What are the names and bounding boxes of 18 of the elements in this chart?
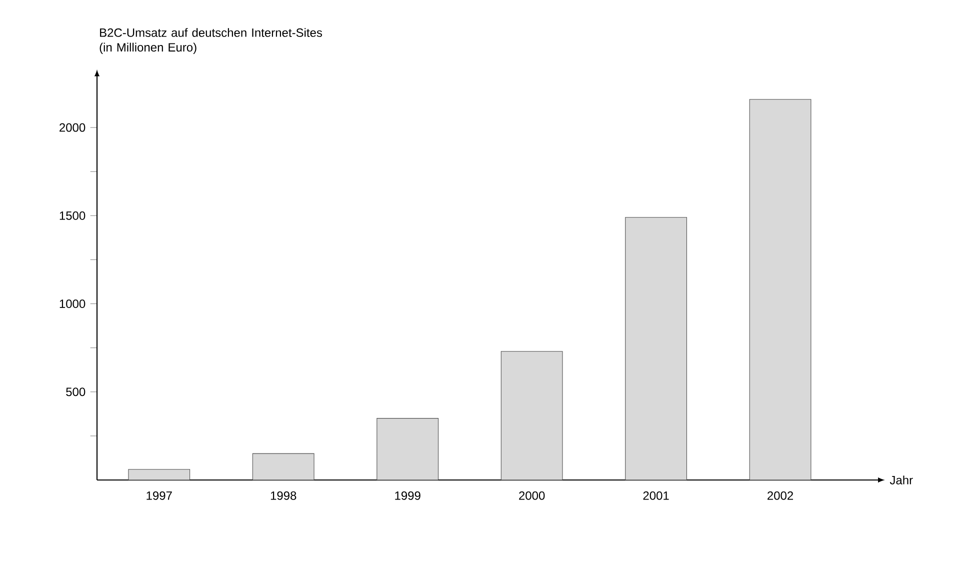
y-tick-label: 500 bbox=[66, 388, 86, 396]
x-tick-label: 1998 bbox=[270, 491, 296, 500]
y-tick-label: 2000 bbox=[60, 123, 86, 132]
bar bbox=[252, 453, 314, 480]
x-tick-label: 1999 bbox=[395, 491, 420, 500]
x-axis-title: Jahr bbox=[890, 476, 913, 484]
bar bbox=[500, 351, 563, 480]
x-tick-label: 2000 bbox=[519, 491, 545, 500]
bar bbox=[749, 99, 812, 480]
y-tick-label: 1000 bbox=[60, 300, 86, 308]
bar bbox=[128, 469, 190, 480]
y-tick-label: 1500 bbox=[60, 211, 86, 220]
x-tick-label: 2001 bbox=[643, 491, 669, 500]
x-tick-label: 1997 bbox=[146, 491, 172, 500]
bar bbox=[376, 418, 439, 480]
x-tick-label: 2002 bbox=[768, 491, 794, 500]
y-axis-title: B2C-Umsatz auf deutschen Internet-Sites (in Millionen Euro) bbox=[100, 28, 322, 54]
bar bbox=[625, 217, 687, 480]
